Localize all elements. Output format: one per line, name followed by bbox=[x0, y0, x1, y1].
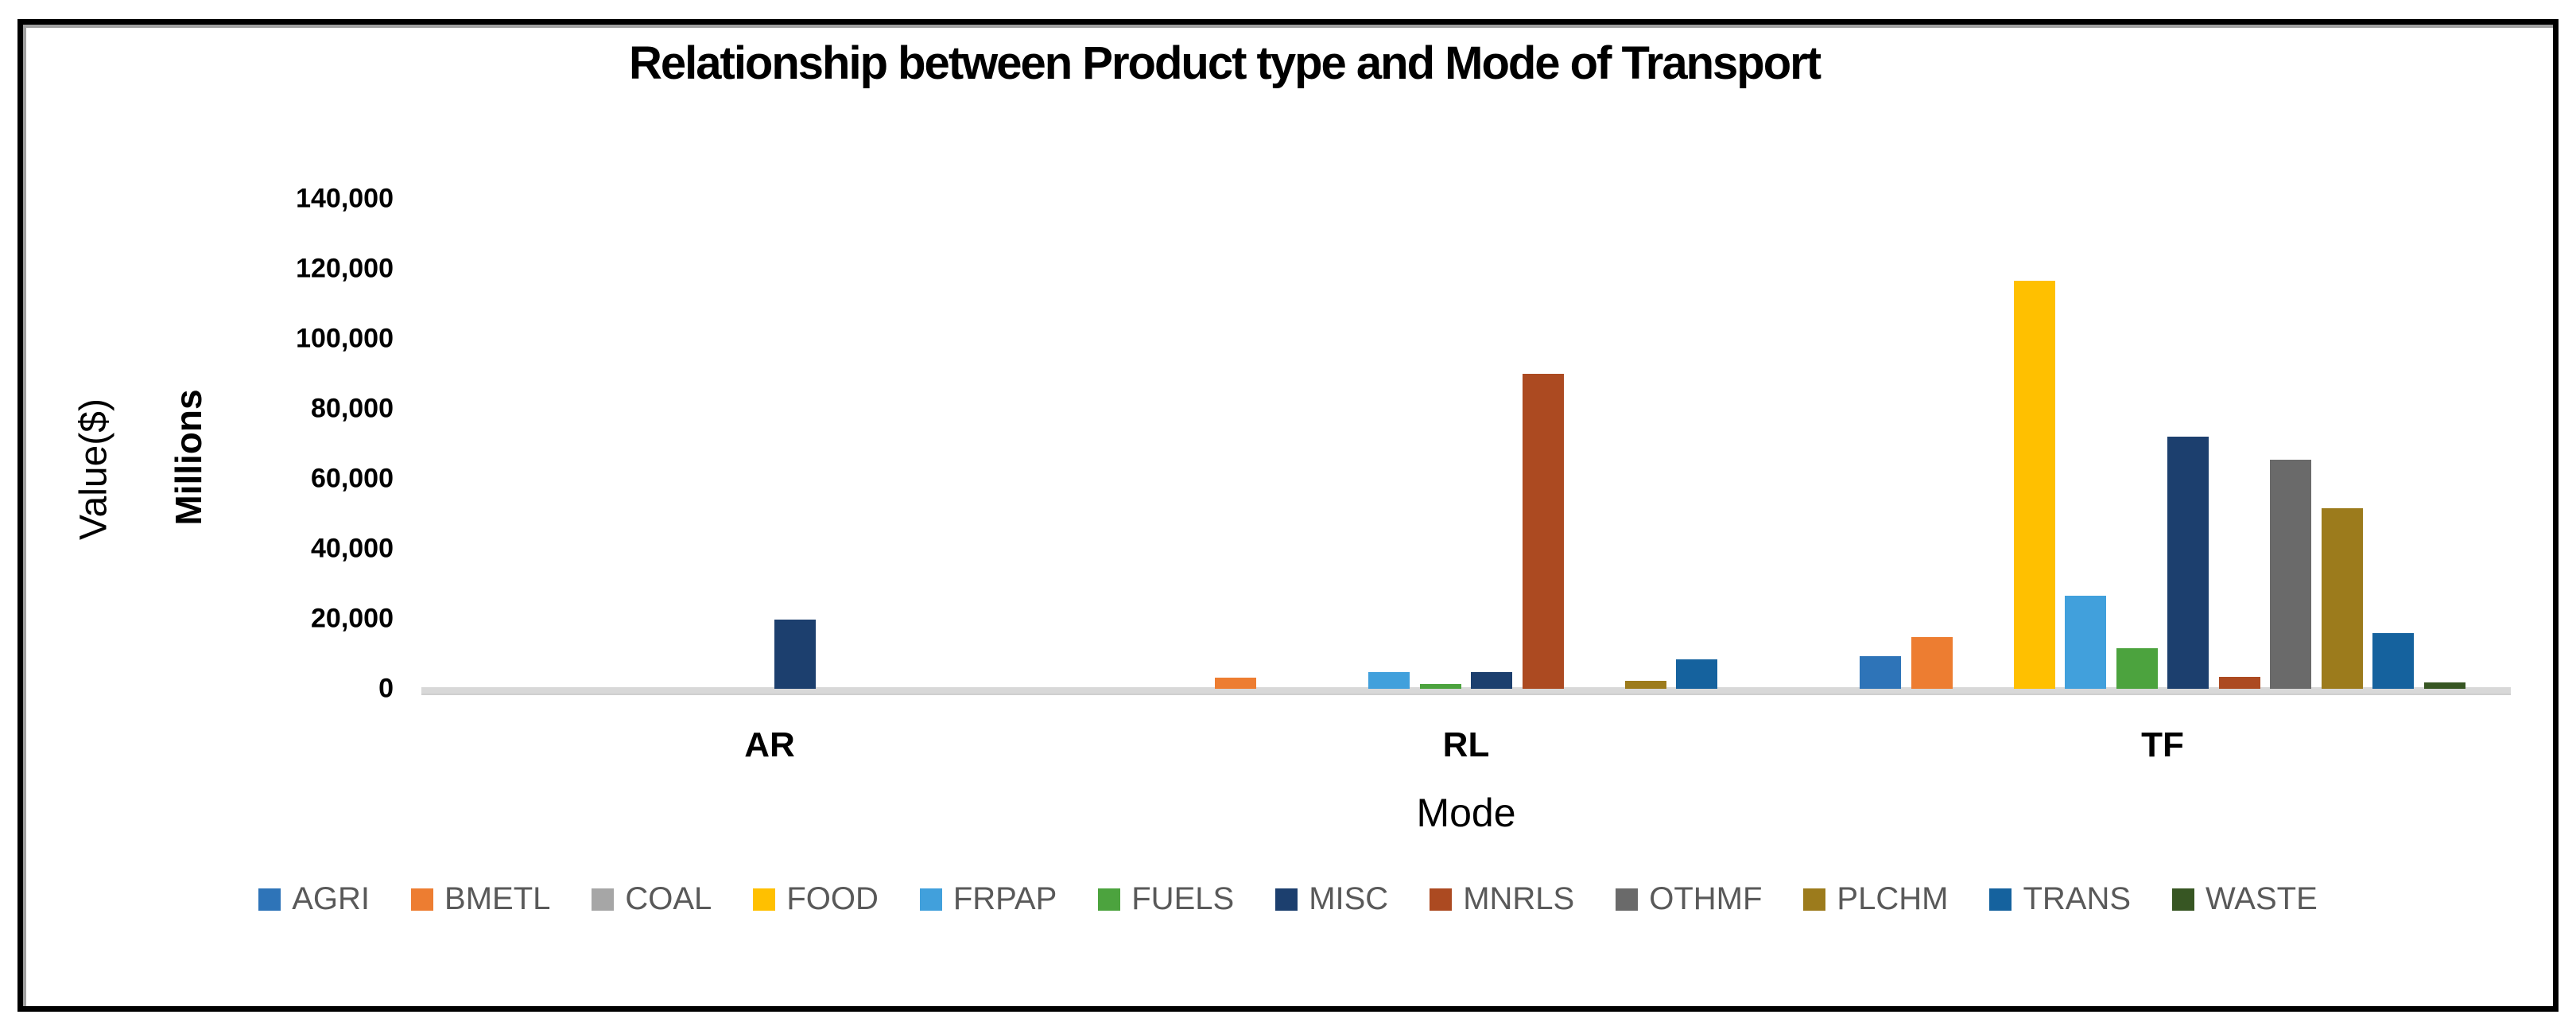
category-label-rl: RL bbox=[1442, 725, 1490, 764]
legend-item-coal: COAL bbox=[592, 881, 712, 917]
legend-label: FOOD bbox=[786, 881, 879, 916]
legend-swatch-agri bbox=[258, 888, 281, 911]
legend-swatch-bmetl bbox=[411, 888, 434, 911]
legend-swatch-waste bbox=[2172, 888, 2195, 911]
category-label-ar: AR bbox=[744, 725, 795, 764]
y-tick-label: 140,000 bbox=[296, 183, 394, 214]
y-tick-label: 80,000 bbox=[311, 393, 394, 424]
legend-swatch-frpap bbox=[919, 888, 942, 911]
legend-label: FUELS bbox=[1131, 881, 1235, 916]
bar-agri-tf bbox=[1860, 656, 1901, 689]
legend-swatch-fuels bbox=[1098, 888, 1121, 911]
legend-item-waste: WASTE bbox=[2172, 881, 2318, 917]
legend-label: COAL bbox=[625, 881, 712, 916]
bar-trans-tf bbox=[2372, 633, 2414, 689]
x-axis-title: Mode bbox=[1416, 791, 1516, 835]
bar-plchm-tf bbox=[2322, 508, 2363, 689]
bar-frpap-tf bbox=[2065, 596, 2106, 689]
legend-label: TRANS bbox=[2023, 881, 2132, 916]
category-label-tf: TF bbox=[2141, 725, 2184, 764]
bar-waste-tf bbox=[2424, 682, 2465, 689]
legend-swatch-othmf bbox=[1616, 888, 1639, 911]
y-tick-label: 100,000 bbox=[296, 323, 394, 354]
bar-food-tf bbox=[2014, 281, 2055, 689]
bar-fuels-rl bbox=[1420, 684, 1461, 689]
legend-item-fuels: FUELS bbox=[1098, 881, 1234, 917]
legend-label: PLCHM bbox=[1837, 881, 1949, 916]
chart-title: Relationship between Product type and Mo… bbox=[628, 37, 1821, 89]
legend-swatch-trans bbox=[1989, 888, 2012, 911]
bar-fuels-tf bbox=[2116, 648, 2158, 689]
bar-trans-rl bbox=[1676, 659, 1717, 689]
legend-item-plchm: PLCHM bbox=[1803, 881, 1948, 917]
legend-swatch-mnrls bbox=[1430, 888, 1453, 911]
legend-label: OTHMF bbox=[1649, 881, 1763, 916]
legend-swatch-plchm bbox=[1803, 888, 1826, 911]
bar-othmf-tf bbox=[2270, 460, 2311, 689]
legend-label: MNRLS bbox=[1463, 881, 1575, 916]
legend-item-misc: MISC bbox=[1275, 881, 1388, 917]
bar-misc-tf bbox=[2167, 437, 2209, 689]
bar-misc-ar bbox=[774, 620, 816, 689]
legend-item-agri: AGRI bbox=[258, 881, 370, 917]
legend-label: FRPAP bbox=[952, 881, 1057, 916]
y-tick-label: 0 bbox=[378, 673, 394, 704]
bar-mnrls-tf bbox=[2219, 677, 2260, 689]
bar-bmetl-tf bbox=[1911, 637, 1953, 689]
legend-item-mnrls: MNRLS bbox=[1430, 881, 1574, 917]
legend-item-trans: TRANS bbox=[1989, 881, 2131, 917]
legend-item-bmetl: BMETL bbox=[411, 881, 550, 917]
legend-item-othmf: OTHMF bbox=[1616, 881, 1762, 917]
legend-label: AGRI bbox=[292, 881, 370, 916]
bar-plchm-rl bbox=[1625, 681, 1666, 689]
bar-bmetl-rl bbox=[1215, 678, 1256, 689]
bar-frpap-rl bbox=[1368, 672, 1410, 689]
y-tick-label: 60,000 bbox=[311, 463, 394, 494]
legend-label: MISC bbox=[1309, 881, 1389, 916]
bar-mnrls-rl bbox=[1523, 374, 1564, 689]
y-tick-label: 40,000 bbox=[311, 533, 394, 564]
legend-label: BMETL bbox=[444, 881, 551, 916]
legend-item-frpap: FRPAP bbox=[919, 881, 1057, 917]
legend: AGRI BMETL COAL FOOD FRPAP FUELS MISC MNRLS OTHM… bbox=[0, 881, 2576, 917]
chart-border-frame bbox=[17, 19, 2559, 1012]
bar-misc-rl bbox=[1471, 672, 1512, 689]
legend-label: WASTE bbox=[2206, 881, 2318, 916]
y-tick-label: 20,000 bbox=[311, 603, 394, 634]
x-axis-line bbox=[421, 687, 2511, 695]
y-tick-label: 120,000 bbox=[296, 253, 394, 284]
legend-swatch-food bbox=[753, 888, 776, 911]
legend-swatch-coal bbox=[592, 888, 615, 911]
y-axis-title: Value($) bbox=[72, 398, 115, 540]
legend-swatch-misc bbox=[1275, 888, 1298, 911]
legend-item-food: FOOD bbox=[753, 881, 879, 917]
